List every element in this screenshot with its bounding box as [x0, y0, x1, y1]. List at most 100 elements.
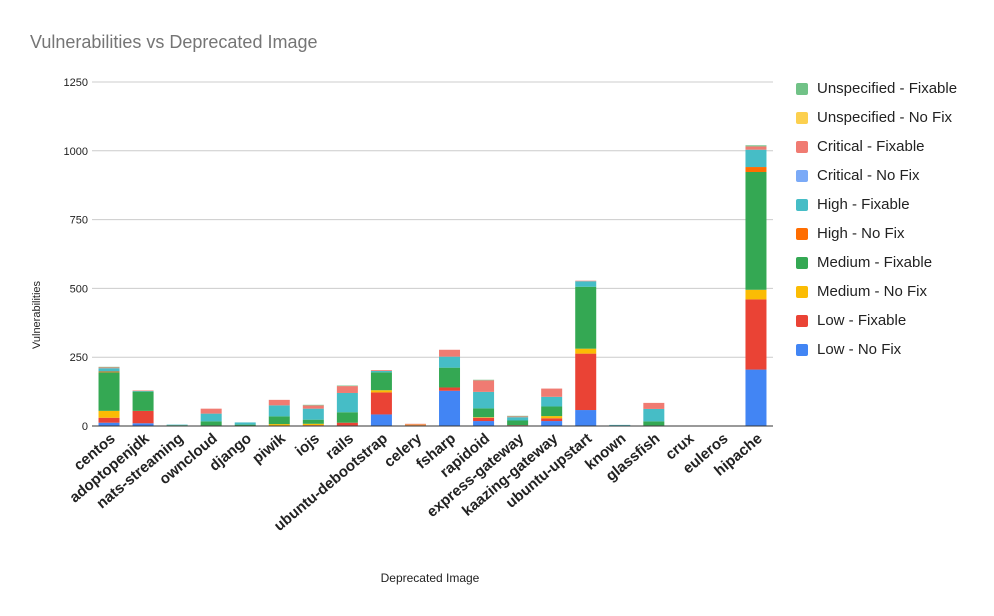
bar-segment — [268, 416, 290, 425]
legend-label: Medium - Fixable — [817, 254, 933, 271]
bar-segment — [745, 149, 767, 168]
legend-swatch — [796, 111, 808, 124]
bar-segment — [473, 379, 495, 381]
bar-segment — [200, 408, 222, 414]
bar-segment — [132, 410, 154, 424]
x-axis-label: Deprecated Image — [381, 571, 480, 585]
bar-segment — [336, 392, 358, 413]
legend-item: High - Fixable — [796, 190, 957, 219]
legend-item: Medium - No Fix — [796, 277, 957, 306]
x-tick-label: iojs — [292, 430, 323, 460]
bar-segment — [473, 391, 495, 409]
bar-segment — [98, 410, 120, 418]
y-tick-label: 1000 — [64, 146, 88, 158]
bar-segment — [370, 390, 392, 393]
y-tick-label: 1250 — [64, 77, 88, 89]
bar-segment — [302, 408, 324, 420]
bar-segment — [541, 406, 563, 417]
bar-segment — [541, 388, 563, 397]
bar-segment — [370, 370, 392, 371]
bar-segment — [745, 289, 767, 300]
chart-title: Vulnerabilities vs Deprecated Image — [30, 32, 318, 52]
bar-segment — [302, 404, 324, 406]
legend-label: Unspecified - No Fix — [817, 109, 953, 126]
bar-segment — [404, 423, 426, 425]
bar-segment — [132, 391, 154, 411]
legend-item: Low - No Fix — [796, 335, 957, 364]
bar-segment — [473, 421, 495, 426]
bar-segment — [439, 390, 461, 426]
bar-segment — [507, 415, 529, 417]
legend-item: Unspecified - No Fix — [796, 103, 957, 132]
legend-item: Low - Fixable — [796, 306, 957, 335]
bar-segment — [200, 421, 222, 426]
bar-segment — [234, 422, 256, 425]
legend-item: Medium - Fixable — [796, 248, 957, 277]
bar-segment — [132, 390, 154, 392]
y-tick-label: 250 — [70, 352, 88, 364]
grid-lines — [92, 81, 773, 358]
bar-segment — [98, 372, 120, 411]
legend-swatch — [796, 227, 808, 240]
bar-segment — [336, 385, 358, 387]
y-tick-label: 750 — [70, 215, 88, 227]
bar-segment — [575, 410, 597, 426]
bar-segment — [575, 280, 597, 282]
legend-label: Low - Fixable — [817, 312, 907, 329]
x-tick-label: piwik — [249, 430, 289, 468]
bar-segment — [98, 368, 120, 372]
legend-label: Critical - Fixable — [817, 138, 925, 155]
legend-swatch — [796, 198, 808, 211]
bar-segment — [370, 372, 392, 391]
legend-swatch — [796, 82, 808, 95]
legend-swatch — [796, 314, 808, 327]
bar-segment — [268, 405, 290, 417]
bar-segment — [745, 171, 767, 290]
y-tick-label: 500 — [70, 283, 88, 295]
legend-label: Medium - No Fix — [817, 283, 928, 300]
y-axis-ticks: 0 250 500 750 1000 1250 — [64, 77, 88, 433]
bar-segment — [473, 408, 495, 418]
bar-segment — [404, 424, 426, 426]
bar-segment — [98, 367, 120, 369]
bar-segment — [541, 421, 563, 426]
bar-segment — [745, 369, 767, 426]
legend-swatch — [796, 343, 808, 356]
bar-segment — [268, 424, 290, 426]
bar-segment — [473, 417, 495, 422]
legend-label: High - Fixable — [817, 196, 910, 213]
bar-segment — [541, 418, 563, 422]
bar-segment — [439, 349, 461, 357]
bar-segment — [439, 367, 461, 388]
bar-segment — [302, 405, 324, 409]
bar-segment — [541, 396, 563, 407]
bars — [98, 145, 767, 426]
bar-segment — [575, 281, 597, 287]
legend-item: Critical - Fixable — [796, 132, 957, 161]
bar-segment — [745, 145, 767, 147]
bar-segment — [98, 417, 120, 423]
bar-segment — [234, 424, 256, 426]
bar-segment — [575, 286, 597, 349]
bar-segment — [473, 380, 495, 392]
bar-segment — [439, 387, 461, 391]
legend-label: Critical - No Fix — [817, 167, 920, 184]
bar-segment — [370, 414, 392, 426]
bar-segment — [507, 420, 529, 426]
y-tick-label: 0 — [82, 421, 88, 433]
bar-segment — [336, 386, 358, 393]
x-axis-ticks: centosadoptopenjdknats-streamingowncloud… — [66, 430, 765, 535]
legend-swatch — [796, 140, 808, 153]
bar-segment — [200, 413, 222, 422]
legend-label: Low - No Fix — [817, 341, 902, 358]
y-axis-label: Vulnerabilities — [31, 280, 43, 349]
bar-segment — [132, 391, 154, 392]
bar-segment — [439, 356, 461, 368]
bar-segment — [370, 392, 392, 415]
bar-segment — [575, 348, 597, 354]
bar-segment — [302, 423, 324, 426]
legend-item: Unspecified - Fixable — [796, 74, 957, 103]
bar-segment — [98, 371, 120, 373]
bar-segment — [98, 422, 120, 426]
bar-segment — [643, 402, 665, 409]
